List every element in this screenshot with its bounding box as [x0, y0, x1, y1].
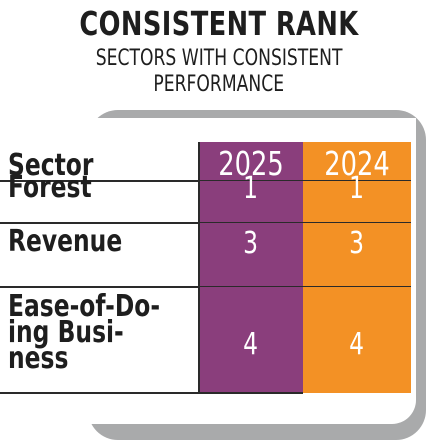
- rank-2024-revenue: 3: [349, 226, 365, 261]
- row-label-forest: Forest: [8, 170, 92, 205]
- rank-2025-revenue: 3: [243, 226, 258, 261]
- row-label-revenue: Revenue: [8, 224, 123, 259]
- column-header-sector: Sector: [8, 148, 94, 183]
- subtitle-line-2: PERFORMANCE: [153, 72, 285, 97]
- row-label-ease-of-doing-business: Ease-of-Do- ing Busi- ness: [8, 289, 161, 376]
- subtitle-line-1: SECTORS WITH CONSISTENT: [95, 46, 343, 71]
- column-header-2024: 2024: [324, 144, 390, 183]
- cell-revenue-2025: [198, 223, 303, 287]
- column-header-2025: 2025: [217, 144, 284, 183]
- cell-forest-2024: [303, 181, 411, 229]
- column-divider: [198, 142, 200, 394]
- rank-table-card: Sector 2025 2024 Forest 1 1 Revenue 3 3 …: [0, 118, 416, 424]
- row-rule-3: [0, 392, 303, 394]
- page-title: CONSISTENT RANK: [79, 4, 359, 43]
- rank-2025-ease: 4: [243, 327, 258, 362]
- cell-ease-2024: [303, 287, 411, 393]
- row-rule-1: [0, 222, 411, 224]
- rank-2025-forest: 1: [243, 171, 258, 206]
- header-rule: [0, 180, 411, 182]
- row-rule-2: [0, 286, 411, 288]
- cell-revenue-2024: [303, 223, 411, 287]
- cell-ease-2025: [198, 287, 303, 393]
- cell-forest-2025: [198, 181, 303, 229]
- rank-2024-forest: 1: [349, 171, 365, 206]
- rank-2024-ease: 4: [349, 327, 365, 362]
